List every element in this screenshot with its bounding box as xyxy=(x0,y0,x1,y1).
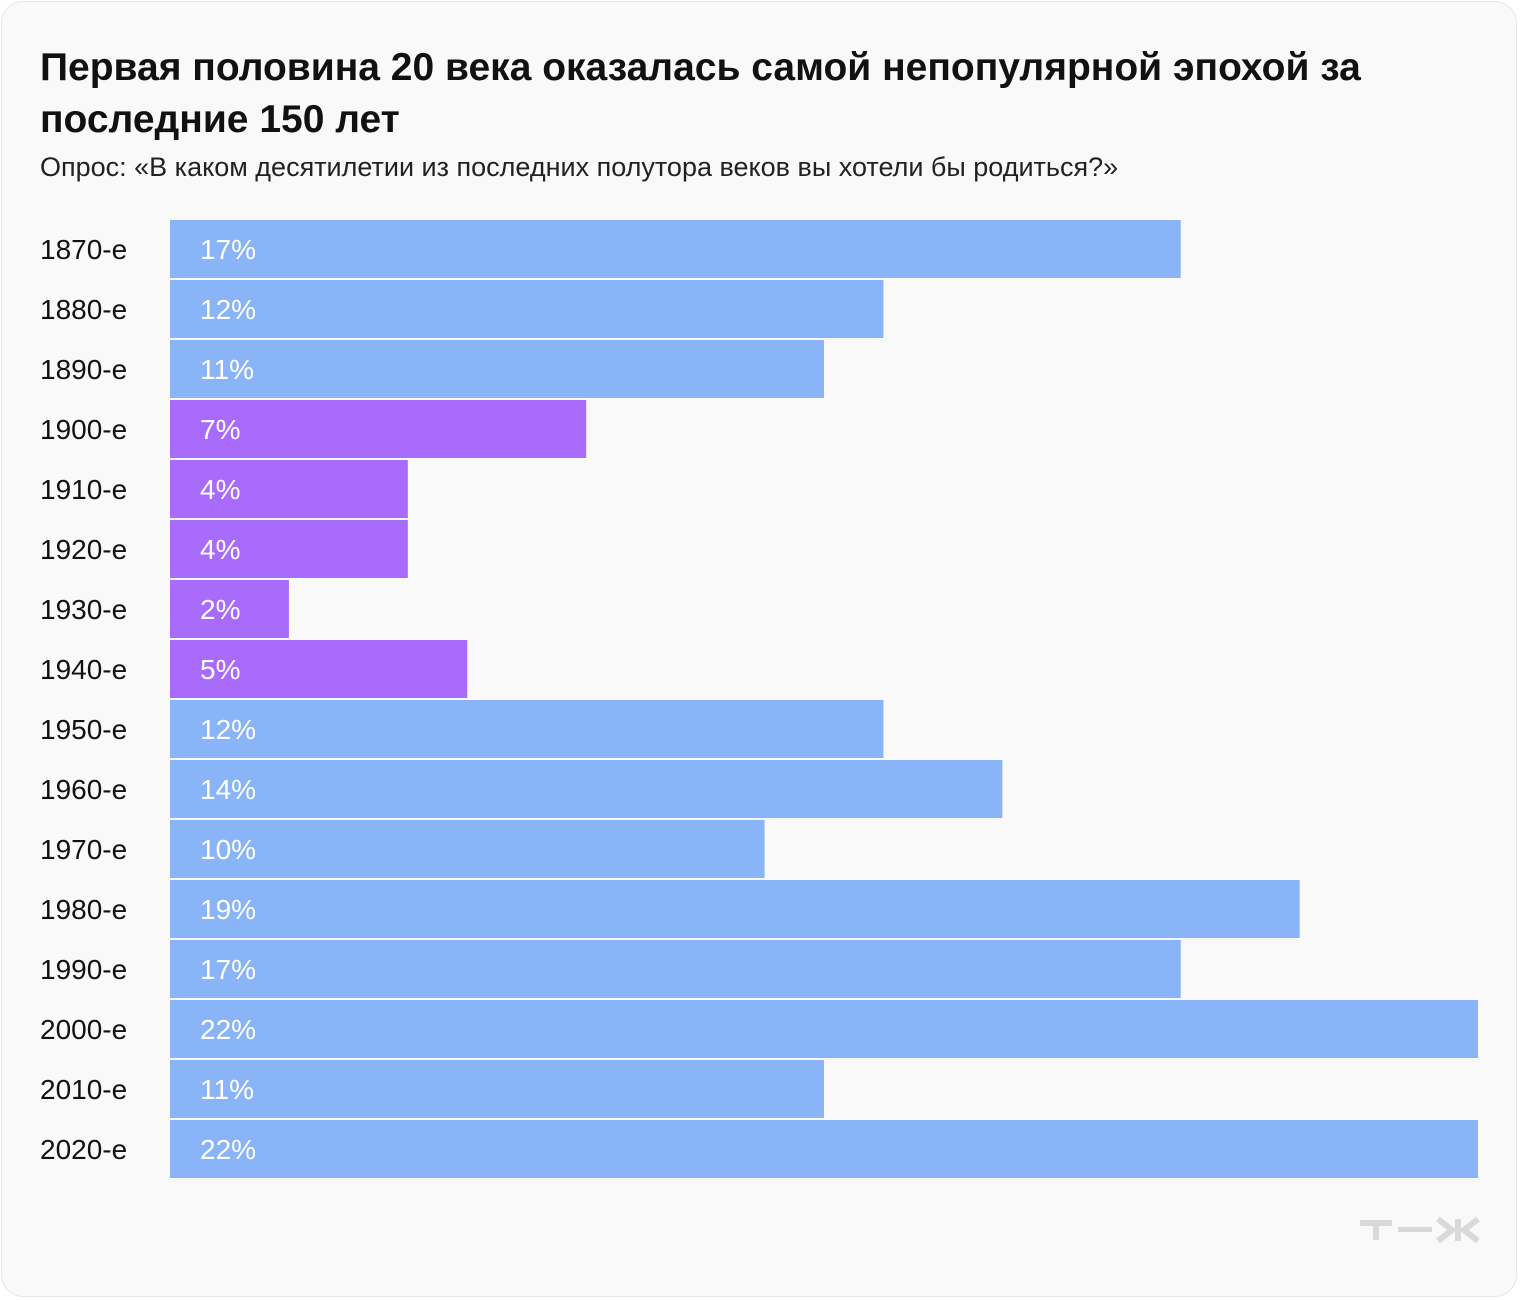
category-label: 1890-е xyxy=(40,354,127,385)
value-label: 5% xyxy=(200,654,240,685)
value-label: 22% xyxy=(200,1014,256,1045)
chart-title: Первая половина 20 века оказалась самой … xyxy=(40,46,1361,141)
value-label: 10% xyxy=(200,834,256,865)
bar xyxy=(170,1060,824,1118)
bar xyxy=(170,820,765,878)
bar xyxy=(170,340,824,398)
category-label: 1930-е xyxy=(40,594,127,625)
bar xyxy=(170,280,884,338)
value-label: 4% xyxy=(200,474,240,505)
category-label: 2020-е xyxy=(40,1134,127,1165)
value-label: 2% xyxy=(200,594,240,625)
bar xyxy=(170,940,1181,998)
bar xyxy=(170,760,1003,818)
category-label: 1960-е xyxy=(40,774,127,805)
category-label: 1870-е xyxy=(40,234,127,265)
category-label: 1940-е xyxy=(40,654,127,685)
value-label: 4% xyxy=(200,534,240,565)
category-label: 1910-е xyxy=(40,474,127,505)
category-label: 1880-е xyxy=(40,294,127,325)
bar xyxy=(170,1120,1478,1178)
bar xyxy=(170,880,1300,938)
category-label: 1950-е xyxy=(40,714,127,745)
chart-subtitle: Опрос: «В каком десятилетии из последних… xyxy=(40,152,1119,182)
bar xyxy=(170,1000,1478,1058)
bar xyxy=(170,640,468,698)
value-label: 7% xyxy=(200,414,240,445)
category-label: 1900-е xyxy=(40,414,127,445)
value-label: 12% xyxy=(200,294,256,325)
bar xyxy=(170,460,408,518)
value-label: 11% xyxy=(200,1074,254,1105)
bar xyxy=(170,400,587,458)
category-label: 1990-е xyxy=(40,954,127,985)
value-label: 17% xyxy=(200,234,256,265)
bar xyxy=(170,520,408,578)
category-label: 1920-е xyxy=(40,534,127,565)
tzh-logo xyxy=(1360,1216,1480,1244)
value-label: 11% xyxy=(200,354,254,385)
category-label: 1970-е xyxy=(40,834,127,865)
category-label: 2000-е xyxy=(40,1014,127,1045)
value-label: 12% xyxy=(200,714,256,745)
value-label: 19% xyxy=(200,894,256,925)
category-label: 1980-е xyxy=(40,894,127,925)
value-label: 22% xyxy=(200,1134,256,1165)
value-label: 14% xyxy=(200,774,256,805)
bar xyxy=(170,580,289,638)
category-label: 2010-е xyxy=(40,1074,127,1105)
bar xyxy=(170,220,1181,278)
bar xyxy=(170,700,884,758)
value-label: 17% xyxy=(200,954,256,985)
